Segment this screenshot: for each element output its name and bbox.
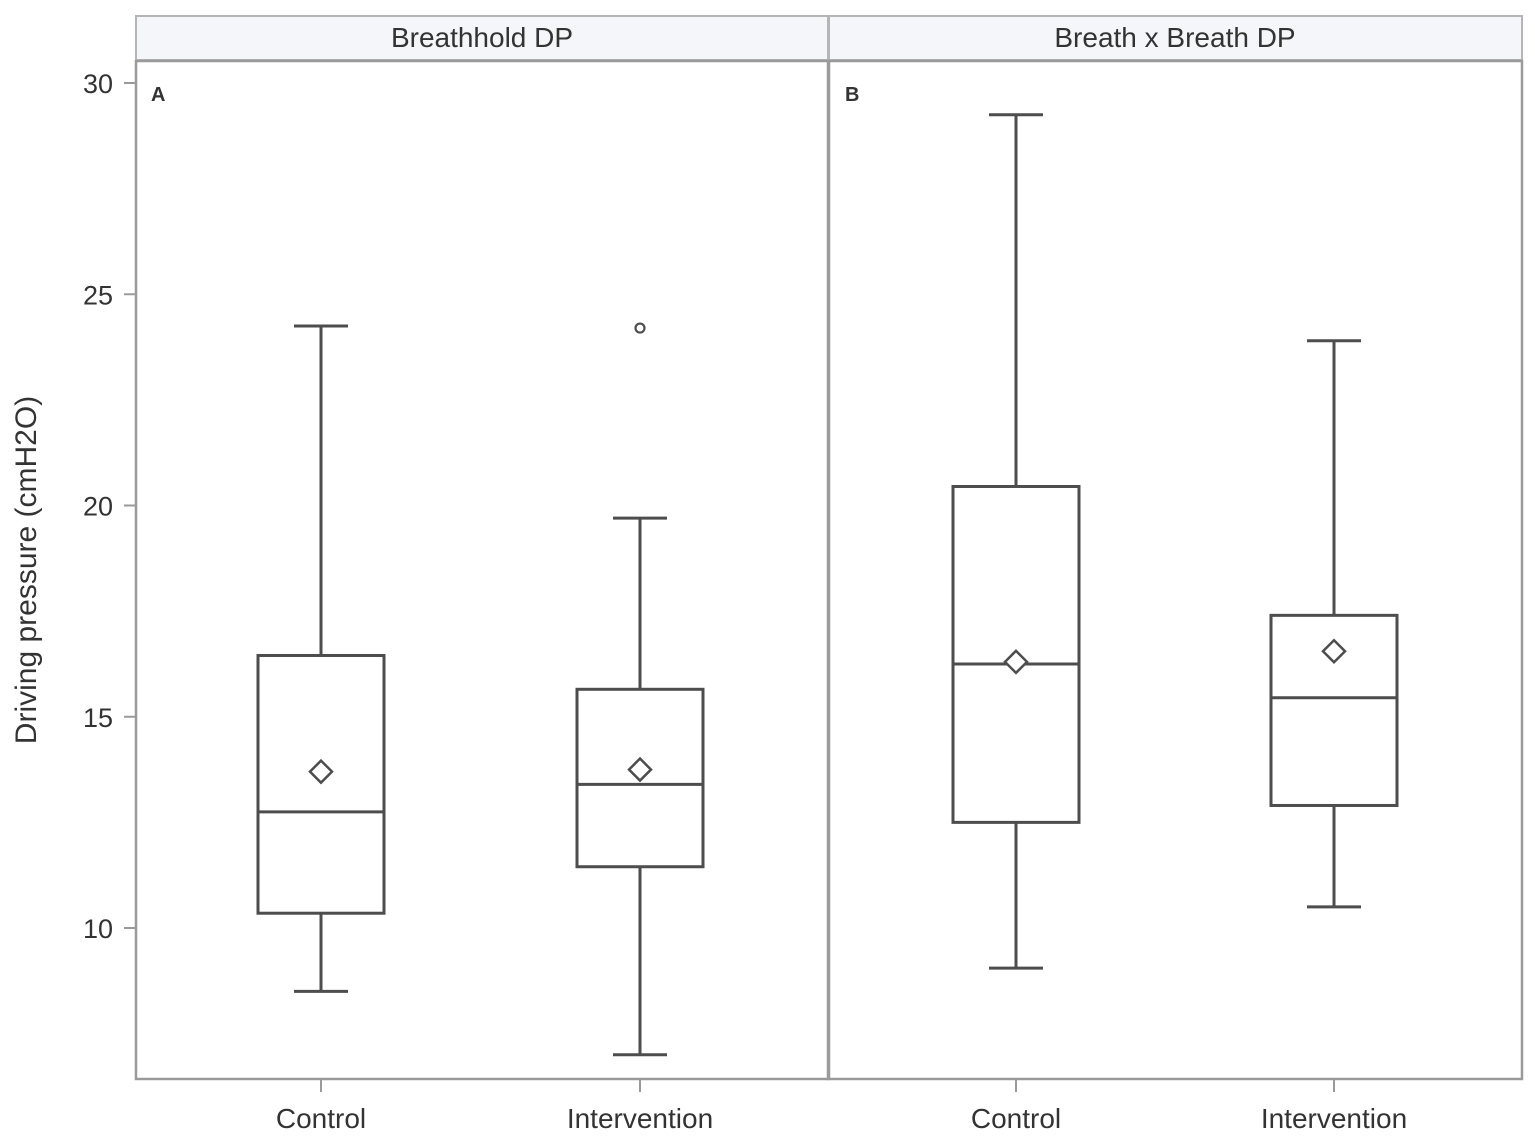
y-tick-label: 25 bbox=[83, 280, 113, 310]
outlier-circle-marker bbox=[634, 322, 646, 334]
strip-header-a: Breathhold DP bbox=[135, 15, 829, 61]
y-axis: 10 15 20 25 30 bbox=[83, 69, 136, 944]
box-a-control bbox=[256, 324, 386, 993]
strip-label-a: Breathhold DP bbox=[391, 22, 573, 53]
y-tick-label: 30 bbox=[83, 69, 113, 99]
panel-letter-b: B bbox=[845, 84, 859, 106]
strip-label-b: Breath x Breath DP bbox=[1054, 22, 1295, 53]
x-axis: Control Intervention Control Intervention bbox=[276, 1079, 1407, 1134]
x-category-label: Control bbox=[971, 1103, 1061, 1134]
y-tick-label: 20 bbox=[83, 492, 113, 522]
mean-diamond-marker bbox=[308, 758, 334, 785]
box-b-intervention bbox=[1269, 339, 1399, 909]
mean-diamond-marker bbox=[627, 756, 653, 783]
y-tick-label: 15 bbox=[83, 703, 113, 733]
box-plots bbox=[256, 113, 1399, 1057]
strip-header-b: Breath x Breath DP bbox=[828, 15, 1523, 61]
panel-letter-a: A bbox=[151, 84, 165, 106]
y-axis-label: Driving pressure (cmH2O) bbox=[10, 396, 43, 744]
panel-frame-a bbox=[134, 59, 830, 1081]
y-tick-label: 10 bbox=[83, 914, 113, 944]
mean-diamond-marker bbox=[1003, 649, 1029, 675]
panel-frame-b bbox=[827, 59, 1524, 1081]
x-category-label: Intervention bbox=[1261, 1103, 1407, 1134]
x-category-label: Control bbox=[276, 1103, 366, 1134]
box-b-control bbox=[951, 113, 1081, 970]
box-a-intervention bbox=[575, 322, 705, 1057]
mean-diamond-marker bbox=[1321, 638, 1347, 665]
x-category-label: Intervention bbox=[567, 1103, 713, 1134]
